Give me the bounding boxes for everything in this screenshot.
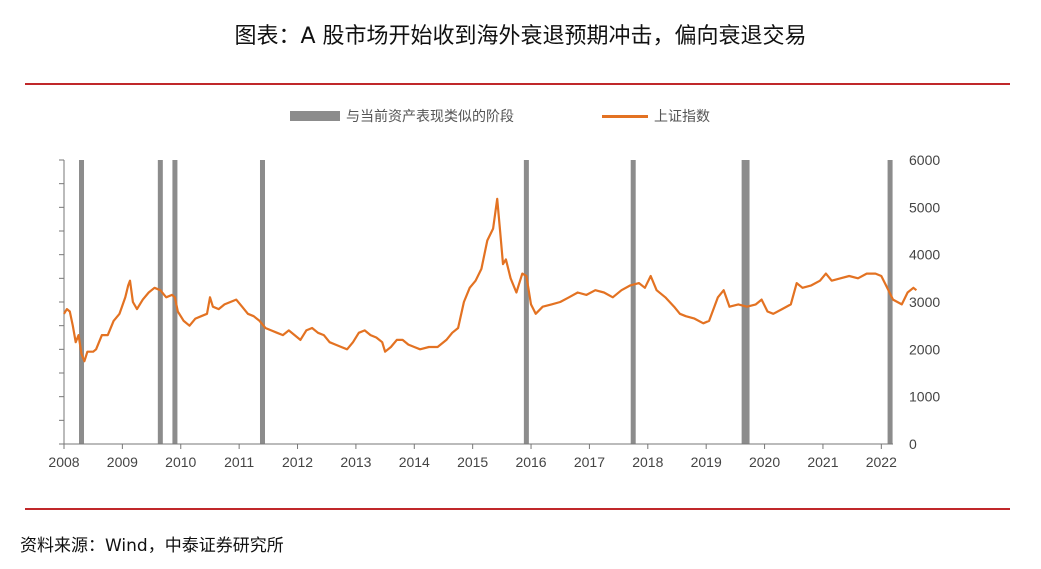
legend-swatch-line — [602, 114, 648, 118]
y-tick-label: 5000 — [909, 199, 940, 215]
highlight-bands — [79, 160, 893, 444]
legend-label-index: 上证指数 — [654, 109, 710, 125]
x-tick-label: 2018 — [632, 454, 663, 470]
x-tick-label: 2016 — [515, 454, 546, 470]
axes — [59, 159, 893, 449]
y-tick-label: 6000 — [909, 152, 940, 168]
tick-labels: 2008 2009 2010 2011 2012 2013 2014 2015 2016 2017… — [48, 152, 940, 470]
highlight-band — [523, 160, 529, 444]
x-tick-label: 2017 — [574, 454, 605, 470]
y-tick-label: 4000 — [909, 247, 940, 263]
legend-item-index: 上证指数 — [602, 106, 710, 126]
y-tick-label: 0 — [909, 436, 917, 452]
x-tick-label: 2014 — [399, 454, 430, 470]
y-tick-label: 2000 — [909, 341, 940, 357]
legend: 与当前资产表现类似的阶段 上证指数 — [0, 106, 1041, 130]
line-layer — [63, 197, 918, 363]
line-chart: 2008 2009 2010 2011 2012 2013 2014 2015 2016 2017… — [48, 152, 940, 470]
x-tick-label: 2013 — [340, 454, 371, 470]
y-tick-label: 1000 — [909, 389, 940, 405]
highlight-band — [157, 160, 163, 444]
x-tick-label: 2012 — [282, 454, 313, 470]
highlight-band — [744, 160, 750, 444]
highlight-band — [887, 160, 893, 444]
top-divider — [25, 83, 1010, 85]
highlight-band — [79, 160, 85, 444]
x-tick-label: 2019 — [691, 454, 722, 470]
x-tick-label: 2022 — [866, 454, 897, 470]
x-tick-label: 2010 — [165, 454, 196, 470]
chart-title: 图表：A 股市场开始收到海外衰退预期冲击，偏向衰退交易 — [234, 24, 807, 49]
x-tick-label: 2021 — [807, 454, 838, 470]
legend-label-periods: 与当前资产表现类似的阶段 — [346, 109, 514, 125]
x-tick-label: 2009 — [107, 454, 138, 470]
x-tick-label: 2020 — [749, 454, 780, 470]
highlight-band — [259, 160, 265, 444]
highlight-band — [630, 160, 636, 444]
y-tick-label: 3000 — [909, 294, 940, 310]
highlight-band — [741, 160, 747, 444]
x-tick-label: 2011 — [224, 454, 254, 470]
series-line-shanghai-index — [63, 197, 918, 363]
bottom-divider — [25, 508, 1010, 510]
legend-item-periods: 与当前资产表现类似的阶段 — [290, 106, 514, 126]
source-note: 资料来源：Wind，中泰证券研究所 — [20, 536, 284, 556]
x-tick-label: 2008 — [48, 454, 79, 470]
legend-swatch-bars — [290, 111, 340, 121]
x-tick-label: 2015 — [457, 454, 488, 470]
